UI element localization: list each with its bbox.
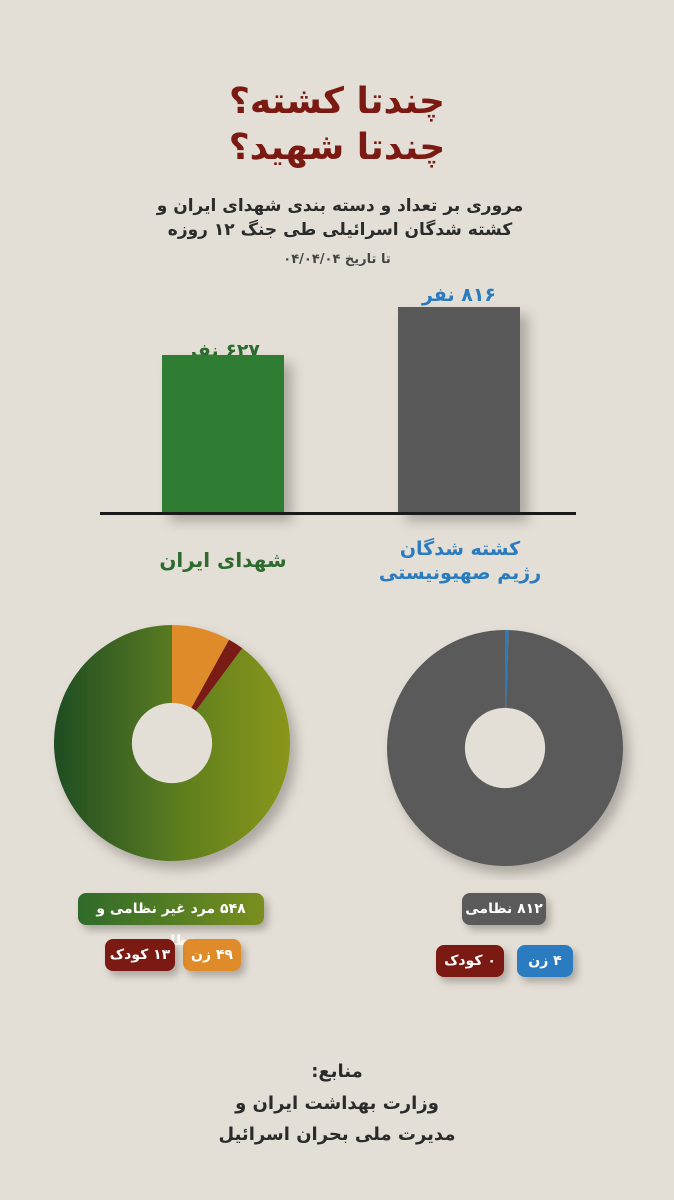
- donut-hole: [464, 707, 546, 789]
- category-label-israel-line-2: رژیم صهیونیستی: [378, 562, 542, 584]
- category-label-iran: شهدای ایران: [159, 548, 287, 572]
- sources-line-1: وزارت بهداشت ایران و: [235, 1093, 439, 1114]
- bar-israel: [398, 307, 520, 513]
- subtitle-line-2: کشته شدگان اسرائیلی طی جنگ ۱۲ روزه: [167, 220, 513, 240]
- chart-baseline: [100, 512, 576, 515]
- category-label-israel-line-1: کشته شدگان: [399, 538, 521, 560]
- iran-children-badge: ۱۳ کودک: [105, 939, 175, 971]
- israel-women-badge: ۴ زن: [517, 945, 573, 977]
- donut-israel: [386, 629, 623, 866]
- subtitle-line-1: مروری بر تعداد و دسته بندی شهدای ایران و: [156, 196, 524, 216]
- page-title-line-2: چندتا شهید؟: [228, 127, 446, 168]
- donut-charts: [54, 625, 623, 866]
- bar-value-label-israel: ۸۱۶ نفر: [421, 284, 497, 306]
- iran-men-badge: ۵۴۸ مرد غیر نظامی و نظامی: [78, 893, 264, 949]
- sources-heading: منابع:: [311, 1061, 363, 1082]
- page-title-line-1: چندتا کشته؟: [229, 81, 445, 122]
- date-line: تا تاریخ ۰۴/۰۴/۰۴: [283, 252, 391, 267]
- iran-women-badge: ۴۹ زن: [183, 939, 241, 971]
- donut-hole: [131, 702, 213, 784]
- donut-iran: [54, 625, 291, 861]
- bar-iran: [162, 355, 284, 513]
- sources-line-2: مدیرت ملی بحران اسرائیل: [218, 1124, 456, 1145]
- israel-children-badge: ۰ کودک: [436, 945, 504, 977]
- israel-military-badge: ۸۱۲ نظامی: [462, 893, 546, 925]
